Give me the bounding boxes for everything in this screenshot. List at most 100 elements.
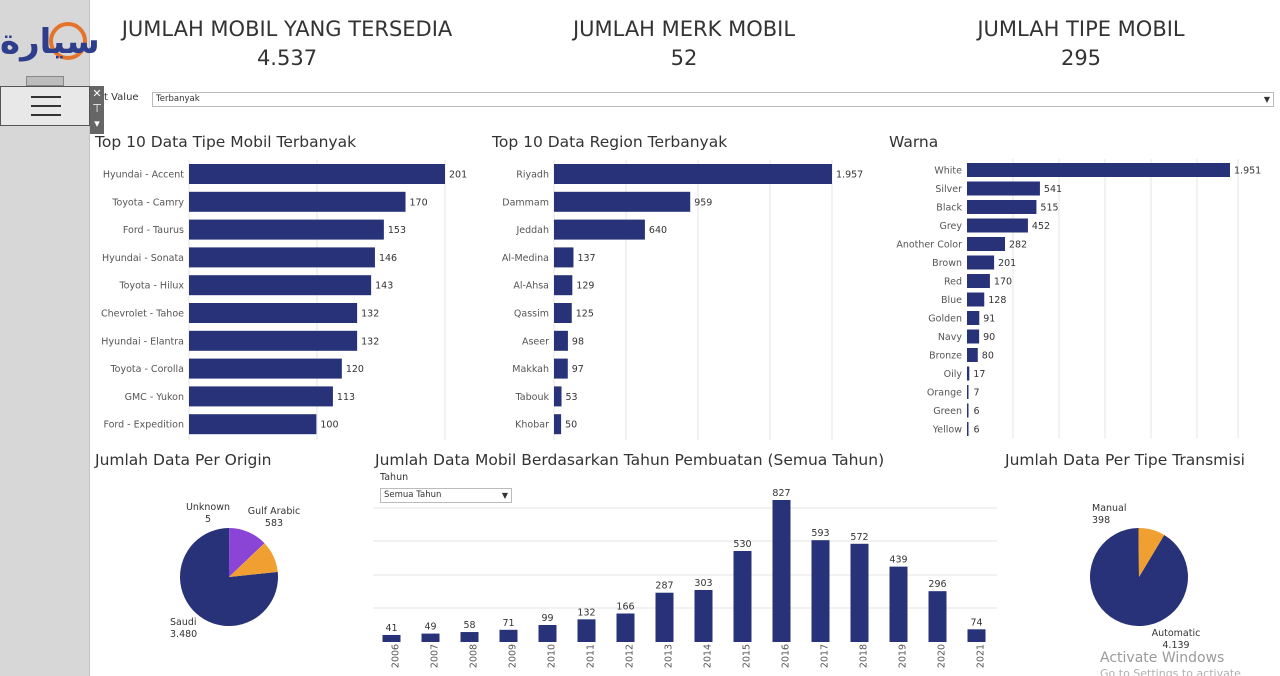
pin-icon[interactable]: ⊤ bbox=[92, 102, 102, 115]
tipe-category-label: GMC - Yukon bbox=[125, 392, 184, 403]
close-icon[interactable]: ✕ bbox=[92, 87, 102, 100]
origin-slice-value: 5 bbox=[205, 514, 211, 525]
saiara-logo: سيارة bbox=[0, 20, 100, 64]
tipe-value-label: 120 bbox=[346, 364, 364, 375]
region-category-label: Makkah bbox=[512, 364, 549, 375]
tahun-bar bbox=[382, 634, 401, 642]
tipe-bar bbox=[189, 191, 406, 212]
warna-value-label: 170 bbox=[994, 277, 1012, 288]
warna-bar bbox=[967, 274, 990, 288]
year-filter-label: Tahun bbox=[380, 472, 409, 483]
chevron-down-icon[interactable]: ▾ bbox=[94, 117, 100, 130]
tipe-value-label: 170 bbox=[410, 197, 428, 208]
tipe-value-label: 113 bbox=[337, 392, 355, 403]
warna-value-label: 201 bbox=[998, 258, 1016, 269]
hamburger-menu-button[interactable] bbox=[0, 86, 90, 126]
region-bar bbox=[554, 303, 572, 323]
activate-windows-watermark: Activate Windows bbox=[1100, 650, 1225, 666]
region-category-label: Al-Medina bbox=[502, 253, 549, 264]
tahun-bar bbox=[421, 633, 440, 642]
origin-slice-value: 583 bbox=[265, 518, 283, 529]
tahun-bar bbox=[811, 540, 830, 642]
warna-value-label: 282 bbox=[1009, 240, 1027, 251]
warna-value-label: 6 bbox=[974, 406, 980, 417]
tahun-bar bbox=[538, 625, 557, 642]
warna-bar bbox=[967, 403, 969, 418]
origin-slice bbox=[229, 543, 278, 577]
tahun-bar bbox=[655, 592, 674, 642]
region-bar bbox=[554, 414, 562, 435]
tahun-value-label: 74 bbox=[970, 617, 982, 628]
region-bar bbox=[554, 247, 574, 268]
warna-category-label: Blue bbox=[941, 295, 962, 306]
region-bar bbox=[554, 164, 832, 184]
tahun-bar bbox=[772, 500, 791, 642]
tahun-year-label: 2016 bbox=[781, 644, 792, 668]
region-value-label: 137 bbox=[577, 253, 595, 264]
tahun-year-label: 2017 bbox=[820, 644, 831, 668]
tahun-year-label: 2021 bbox=[976, 644, 987, 668]
logo-ring-icon bbox=[49, 22, 87, 60]
warna-category-label: Green bbox=[933, 406, 962, 417]
warna-category-label: Silver bbox=[935, 184, 962, 195]
warna-chart-title: Warna bbox=[889, 133, 939, 151]
region-value-label: 1.957 bbox=[836, 170, 863, 181]
tahun-year-label: 2012 bbox=[625, 644, 636, 668]
tahun-year-label: 2010 bbox=[547, 644, 558, 668]
region-category-label: Dammam bbox=[502, 197, 549, 208]
warna-bar bbox=[967, 237, 1006, 251]
warna-bar bbox=[967, 366, 970, 381]
tahun-value-label: 439 bbox=[889, 555, 907, 566]
warna-bar bbox=[967, 163, 1230, 177]
tahun-bar bbox=[850, 543, 869, 642]
year-filter-dropdown[interactable]: Semua Tahun ▼ bbox=[380, 488, 512, 503]
region-category-label: Tabouk bbox=[515, 392, 550, 403]
warna-bar bbox=[967, 181, 1040, 196]
warna-value-label: 452 bbox=[1032, 221, 1050, 232]
region-value-label: 97 bbox=[572, 364, 584, 375]
warna-category-label: Navy bbox=[938, 332, 963, 343]
kpi-types-value: 295 bbox=[1060, 46, 1102, 70]
warna-bar bbox=[967, 348, 978, 362]
tahun-bar bbox=[928, 591, 947, 642]
tahun-year-label: 2006 bbox=[391, 644, 402, 668]
tipe-bar bbox=[189, 247, 375, 268]
warna-bar bbox=[967, 255, 995, 270]
origin-chart-title: Jumlah Data Per Origin bbox=[95, 451, 272, 469]
tahun-value-label: 49 bbox=[424, 622, 436, 633]
tipe-category-label: Toyota - Camry bbox=[111, 197, 184, 208]
activate-windows-hint: Go to Settings to activate Windows. bbox=[1100, 667, 1241, 676]
tipe-bar bbox=[189, 358, 342, 379]
tahun-year-label: 2007 bbox=[430, 644, 441, 668]
tahun-bar bbox=[499, 629, 518, 642]
warna-bar bbox=[967, 200, 1037, 214]
warna-category-label: Brown bbox=[932, 258, 962, 269]
warna-value-label: 90 bbox=[983, 332, 995, 343]
tahun-year-label: 2020 bbox=[937, 644, 948, 668]
warna-value-label: 1.951 bbox=[1234, 166, 1261, 177]
tahun-value-label: 530 bbox=[733, 539, 751, 550]
warna-value-label: 80 bbox=[982, 351, 994, 362]
region-value-label: 53 bbox=[566, 392, 578, 403]
panel-drag-handle[interactable] bbox=[26, 76, 64, 86]
region-value-label: 98 bbox=[572, 336, 584, 347]
kpi-types-title: JUMLAH TIPE MOBIL bbox=[977, 17, 1185, 41]
warna-bar bbox=[967, 329, 980, 344]
warna-bar bbox=[967, 218, 1028, 233]
kpi-brands-value: 52 bbox=[670, 46, 698, 70]
region-bar bbox=[554, 275, 573, 296]
warna-category-label: Red bbox=[944, 277, 962, 288]
warna-bar bbox=[967, 422, 969, 436]
region-category-label: Riyadh bbox=[516, 170, 549, 181]
warna-category-label: Black bbox=[936, 203, 962, 214]
sort-filter-dropdown[interactable]: Terbanyak ▼ bbox=[152, 92, 1274, 107]
region-bar bbox=[554, 386, 562, 407]
tahun-bar bbox=[733, 550, 752, 642]
hamburger-icon bbox=[31, 96, 61, 98]
dropdown-arrow-icon: ▼ bbox=[1263, 95, 1270, 104]
tipe-bar bbox=[189, 219, 384, 240]
origin-slice-label: Unknown bbox=[186, 502, 230, 513]
transmisi-slice-value: 4.139 bbox=[1162, 640, 1189, 651]
warna-category-label: Another Color bbox=[896, 240, 962, 251]
tahun-year-label: 2009 bbox=[508, 644, 519, 668]
